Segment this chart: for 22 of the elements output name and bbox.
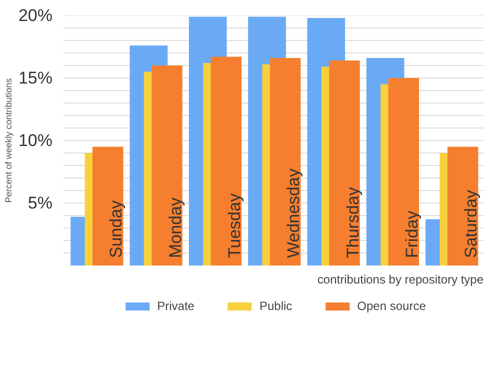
bar bbox=[329, 60, 360, 266]
x-tick-label: Monday bbox=[166, 197, 185, 258]
y-tick-label: 5% bbox=[28, 194, 53, 212]
legend-label: Public bbox=[259, 299, 292, 313]
legend-label: Open source bbox=[357, 299, 426, 313]
x-tick-label: Tuesday bbox=[224, 192, 244, 258]
x-tick-label: Wednesday bbox=[284, 168, 304, 258]
y-tick-label: 20% bbox=[18, 6, 53, 25]
y-tick-label: 15% bbox=[18, 68, 53, 88]
legend-label: Private bbox=[157, 299, 194, 313]
y-tick-label: 10% bbox=[18, 131, 53, 150]
y-axis-title: Percent of weekly contributions bbox=[3, 78, 14, 203]
x-tick-label: Saturday bbox=[462, 189, 481, 258]
bar bbox=[92, 146, 124, 266]
x-tick-label: Sunday bbox=[106, 200, 126, 258]
x-tick-label: Friday bbox=[402, 210, 422, 258]
text: contributions by repository type bbox=[317, 272, 484, 286]
bar bbox=[270, 58, 301, 266]
bar bbox=[152, 66, 182, 266]
bar bbox=[388, 78, 420, 266]
x-tick-label: Thursday bbox=[343, 186, 362, 258]
bar bbox=[210, 56, 242, 266]
